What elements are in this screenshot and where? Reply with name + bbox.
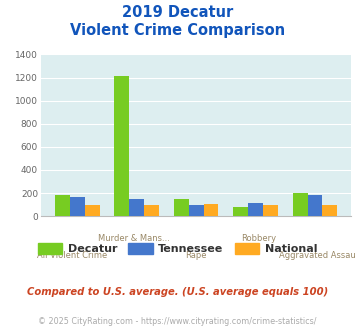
- Bar: [293, 193, 307, 216]
- Legend: Decatur, Tennessee, National: Decatur, Tennessee, National: [33, 239, 322, 258]
- Text: Compared to U.S. average. (U.S. average equals 100): Compared to U.S. average. (U.S. average …: [27, 287, 328, 297]
- Bar: [189, 205, 203, 216]
- Text: Murder & Mans...: Murder & Mans...: [98, 234, 170, 243]
- Bar: [70, 197, 85, 216]
- Bar: [85, 205, 99, 216]
- Bar: [263, 205, 278, 216]
- Bar: [248, 203, 263, 216]
- Text: © 2025 CityRating.com - https://www.cityrating.com/crime-statistics/: © 2025 CityRating.com - https://www.city…: [38, 317, 317, 326]
- Bar: [307, 195, 322, 216]
- Bar: [144, 205, 159, 216]
- Bar: [322, 205, 337, 216]
- Bar: [55, 195, 70, 216]
- Bar: [174, 199, 189, 216]
- Bar: [233, 207, 248, 216]
- Bar: [129, 199, 144, 216]
- Text: All Violent Crime: All Violent Crime: [37, 251, 107, 260]
- Text: 2019 Decatur: 2019 Decatur: [122, 5, 233, 20]
- Text: Rape: Rape: [185, 251, 207, 260]
- Text: Aggravated Assault: Aggravated Assault: [279, 251, 355, 260]
- Text: Robbery: Robbery: [241, 234, 276, 243]
- Bar: [203, 204, 218, 216]
- Text: Violent Crime Comparison: Violent Crime Comparison: [70, 23, 285, 38]
- Bar: [114, 76, 129, 216]
